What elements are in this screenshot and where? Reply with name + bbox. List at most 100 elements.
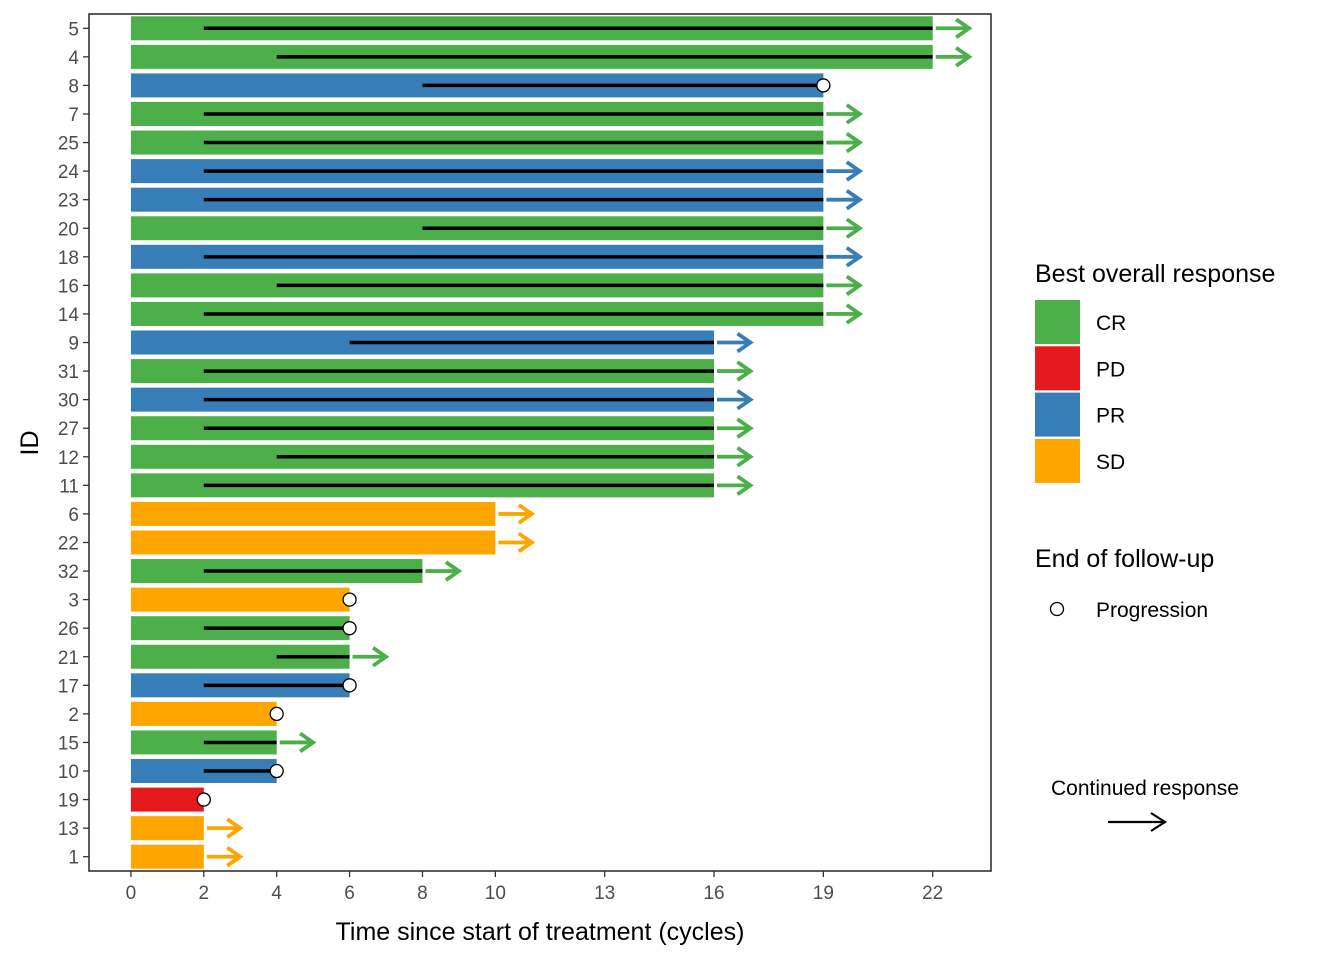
y-tick-label-16: 16: [58, 276, 79, 297]
bar-2: [130, 701, 277, 726]
y-tick-label-22: 22: [58, 533, 79, 554]
y-tick-label-7: 7: [68, 105, 79, 126]
legend-swatch-cr: [1035, 300, 1080, 344]
y-tick-label-3: 3: [68, 591, 79, 612]
y-tick-label-13: 13: [58, 819, 79, 840]
continued-arrow-icon-20: [826, 217, 864, 239]
y-tick-label-30: 30: [58, 391, 79, 412]
bar-19: [130, 787, 204, 812]
bar-21: [130, 644, 350, 669]
y-tick-label-24: 24: [58, 162, 80, 183]
y-tick-label-1: 1: [68, 848, 79, 869]
legend-continued-arrow-icon: [1108, 812, 1168, 832]
progression-marker-10: [269, 763, 284, 779]
continued-arrow-icon-18: [826, 246, 864, 268]
legend-swatch-sd: [1035, 438, 1080, 483]
plot-area: [130, 16, 973, 869]
continued-arrow-icon-13: [206, 817, 244, 839]
bar-6: [130, 501, 496, 526]
legend-swatch-pd: [1035, 346, 1080, 391]
continued-arrow-icon-7: [826, 103, 864, 125]
progression-marker-3: [342, 592, 357, 607]
x-axis: 0 2 4 6 8 10 13 16 19 22: [126, 871, 943, 904]
continued-arrow-icon-6: [498, 503, 536, 525]
y-tick-label-4: 4: [68, 48, 79, 69]
progression-marker-19: [196, 792, 211, 807]
continued-arrow-icon-15: [279, 731, 317, 754]
legend-continued-label: Continued response: [1051, 777, 1239, 800]
continued-arrow-icon-31: [717, 360, 754, 382]
x-tick-label-16: 16: [703, 883, 724, 904]
y-tick-label-12: 12: [58, 448, 79, 469]
x-axis-title: Time since start of treatment (cycles): [336, 918, 745, 946]
y-tick-label-27: 27: [58, 419, 79, 440]
y-tick-label-6: 6: [68, 505, 79, 526]
continued-arrow-icon-23: [826, 189, 864, 211]
y-tick-label-9: 9: [68, 334, 79, 355]
continued-arrow-icon-1: [206, 846, 244, 868]
continued-arrow-icon-11: [717, 474, 754, 496]
x-tick-label-10: 10: [485, 883, 506, 904]
y-tick-label-18: 18: [58, 248, 79, 269]
y-tick-label-21: 21: [58, 648, 79, 669]
continued-arrow-icon-32: [425, 560, 463, 582]
legend: Best overall response CR PD PR SD End of fo…: [1035, 260, 1275, 832]
legend-label-cr: CR: [1096, 312, 1126, 335]
legend-swatch-pr: [1035, 392, 1080, 437]
x-tick-label-22: 22: [922, 883, 943, 904]
continued-arrow-icon-14: [826, 303, 864, 325]
y-tick-label-10: 10: [58, 762, 79, 783]
progression-marker-17: [342, 678, 357, 693]
x-tick-label-19: 19: [813, 883, 834, 904]
legend-progression-label: Progression: [1096, 599, 1208, 622]
continued-arrow-icon-27: [717, 417, 754, 439]
y-axis-title: ID: [16, 431, 44, 456]
legend-followup-title: End of follow-up: [1035, 545, 1214, 573]
progression-marker-26: [342, 621, 357, 636]
continued-arrow-icon-12: [717, 446, 754, 468]
y-tick-label-8: 8: [68, 76, 79, 97]
x-tick-label-13: 13: [594, 883, 615, 904]
y-axis: 5487252423201816149313027121162232326211…: [58, 19, 89, 869]
bar-22: [130, 530, 496, 555]
continued-arrow-icon-21: [352, 646, 390, 668]
y-tick-label-26: 26: [58, 619, 79, 640]
y-tick-label-32: 32: [58, 562, 79, 583]
y-tick-label-2: 2: [68, 705, 79, 726]
y-tick-label-5: 5: [68, 19, 79, 40]
bar-1: [130, 844, 204, 869]
y-tick-label-19: 19: [58, 791, 79, 812]
continued-arrow-icon-24: [826, 160, 864, 182]
continued-arrow-icon-30: [717, 389, 754, 411]
panel-border: [88, 13, 992, 872]
legend-progression-marker: [1049, 601, 1065, 617]
legend-response-title: Best overall response: [1035, 260, 1275, 288]
legend-label-pr: PR: [1096, 405, 1125, 428]
progression-marker-8: [816, 78, 831, 93]
y-tick-label-31: 31: [58, 362, 79, 383]
continued-arrow-icon-25: [826, 131, 864, 154]
legend-response-items: CR PD PR SD: [1035, 300, 1126, 483]
y-tick-label-20: 20: [58, 219, 79, 240]
continued-arrow-icon-16: [826, 274, 864, 296]
continued-arrow-icon-22: [498, 531, 536, 554]
x-tick-label-0: 0: [126, 883, 137, 904]
bar-13: [130, 816, 204, 841]
legend-label-sd: SD: [1096, 451, 1125, 474]
progression-marker-2: [269, 706, 284, 722]
continued-arrow-icon-5: [935, 17, 973, 39]
continued-arrow-icon-4: [935, 46, 973, 68]
y-tick-label-25: 25: [58, 134, 79, 155]
x-tick-label-4: 4: [271, 883, 282, 904]
continued-arrow-icon-9: [717, 331, 754, 354]
y-tick-label-17: 17: [58, 676, 79, 697]
x-tick-label-2: 2: [199, 883, 210, 904]
y-tick-label-15: 15: [58, 733, 79, 754]
legend-label-pd: PD: [1096, 358, 1125, 381]
y-tick-label-11: 11: [59, 476, 79, 497]
y-tick-label-23: 23: [58, 191, 79, 212]
y-tick-label-14: 14: [58, 305, 80, 326]
x-tick-label-8: 8: [417, 883, 428, 904]
bar-3: [130, 587, 350, 612]
